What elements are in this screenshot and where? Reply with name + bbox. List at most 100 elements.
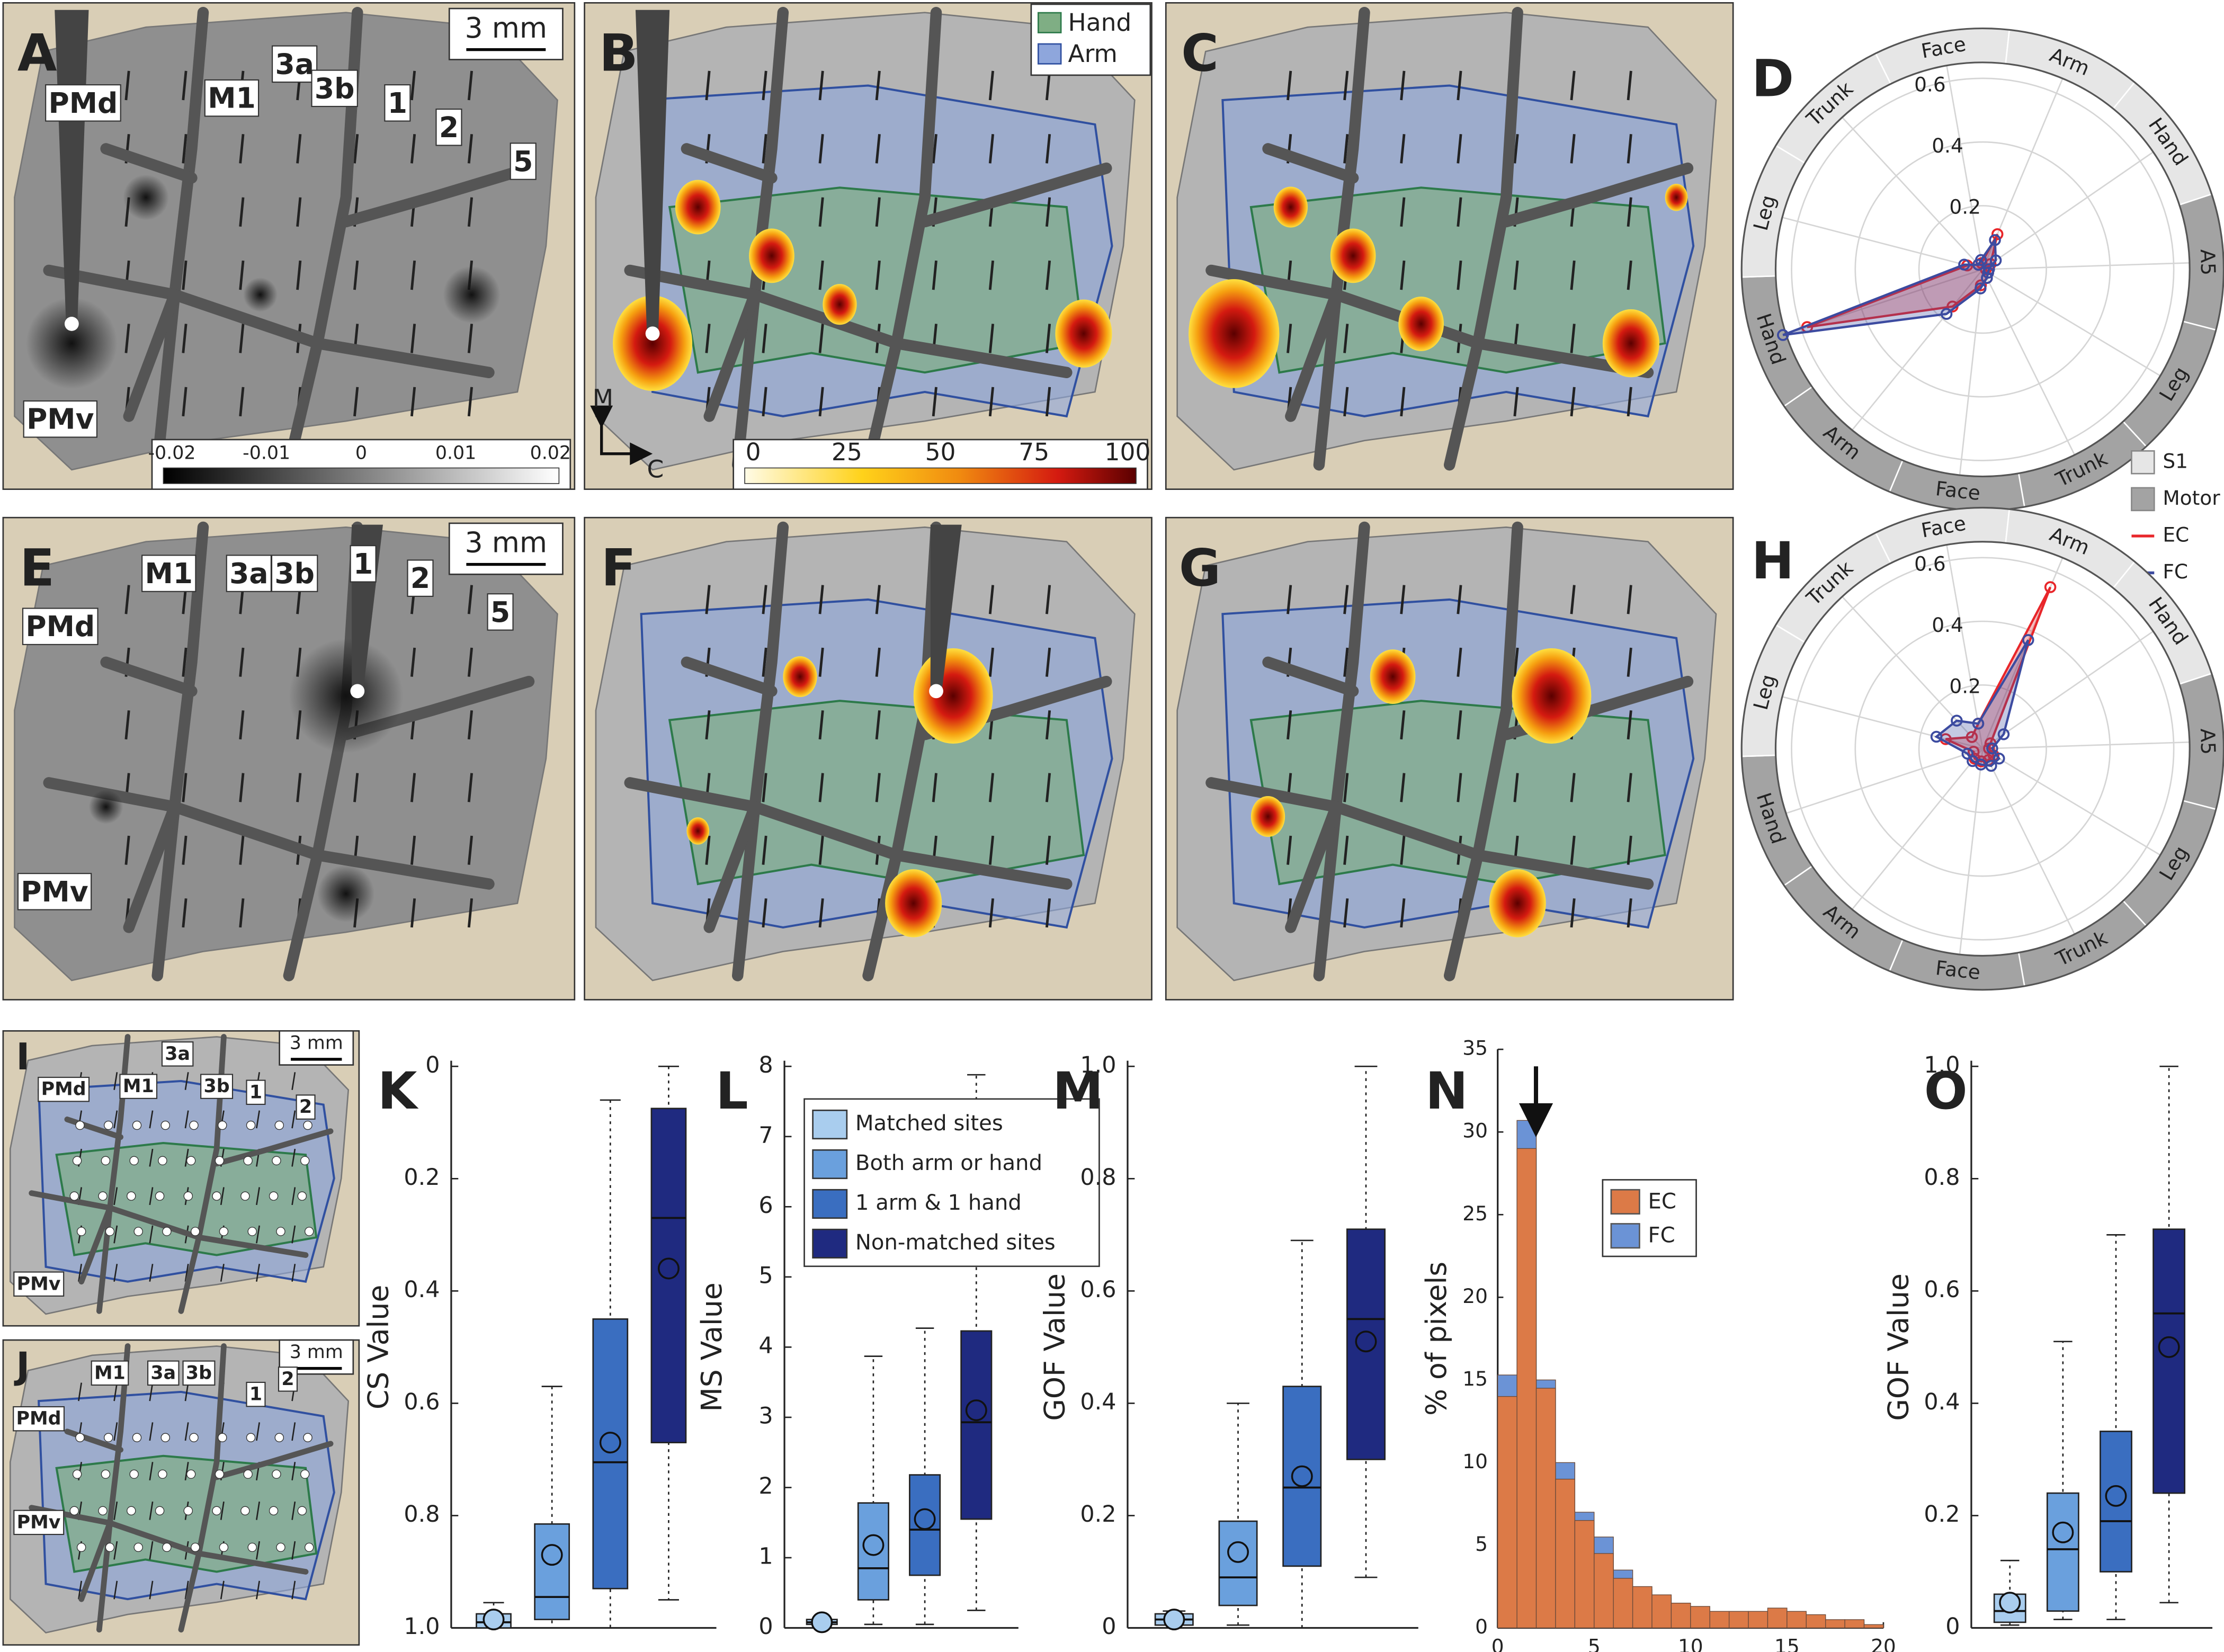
sulcus-mark bbox=[1400, 134, 1406, 164]
activation-spot bbox=[123, 174, 169, 220]
activation-blob bbox=[1512, 648, 1592, 744]
area-label: 1 bbox=[249, 1384, 262, 1405]
panel-label: A bbox=[17, 23, 57, 83]
sulcus-mark bbox=[149, 1187, 154, 1205]
y-tick-label: 0.2 bbox=[404, 1164, 440, 1191]
mean bbox=[2158, 1336, 2180, 1358]
area-label-box bbox=[13, 1271, 65, 1297]
sulcus-mark bbox=[256, 1264, 261, 1282]
sulcus-mark bbox=[1627, 585, 1632, 614]
legend-swatch bbox=[812, 1228, 848, 1259]
area-label-box bbox=[161, 1041, 194, 1067]
grid-circle bbox=[1791, 557, 2175, 941]
r-tick-label: 0.6 bbox=[1914, 552, 1946, 575]
y-tick-label: 0.8 bbox=[1080, 1164, 1116, 1191]
histogram-bar bbox=[1748, 1611, 1769, 1629]
histogram-bar bbox=[1863, 1624, 1884, 1629]
colorbar-label: 50 bbox=[925, 438, 956, 466]
activation-blob bbox=[783, 656, 817, 698]
sulcus-mark bbox=[818, 773, 824, 802]
panel-label: F bbox=[601, 538, 636, 597]
vessel bbox=[624, 264, 1073, 378]
vessel bbox=[681, 143, 778, 184]
box bbox=[2046, 1492, 2079, 1612]
sulcus-mark bbox=[149, 1382, 154, 1401]
site-dot bbox=[305, 1227, 314, 1236]
panel-label: H bbox=[1752, 531, 1794, 591]
colorbar-label: 0 bbox=[746, 438, 761, 466]
sulcus-mark bbox=[113, 1187, 118, 1205]
vessel bbox=[78, 1520, 113, 1602]
site-dot bbox=[240, 1506, 250, 1516]
y-axis-label: MS Value bbox=[695, 1282, 728, 1412]
area-label: 2 bbox=[439, 111, 459, 144]
legend-label: FC bbox=[1648, 1224, 1675, 1248]
spoke bbox=[1959, 269, 1984, 476]
colorbar-label: -0.01 bbox=[243, 443, 290, 464]
sulcus-mark bbox=[762, 585, 767, 614]
sulcus-mark bbox=[182, 387, 187, 417]
area-label-box bbox=[200, 1074, 234, 1099]
area-label-box bbox=[147, 1360, 180, 1386]
site-dot bbox=[243, 1156, 253, 1166]
area-label-box bbox=[435, 109, 462, 146]
area-label: PMd bbox=[25, 610, 95, 643]
y-tick-label: 0.4 bbox=[1924, 1389, 1960, 1415]
activation-blob bbox=[1273, 186, 1308, 228]
site-dot bbox=[98, 1506, 108, 1516]
sulcus-mark bbox=[410, 134, 416, 164]
sulcus-mark bbox=[818, 647, 824, 677]
spoke bbox=[1959, 748, 1984, 955]
sulcus-mark bbox=[875, 710, 881, 740]
activation-blob bbox=[1189, 279, 1280, 388]
box bbox=[1218, 1520, 1258, 1606]
mean bbox=[483, 1609, 505, 1631]
activation-blob bbox=[1330, 228, 1376, 283]
r-tick-label: 0.2 bbox=[1949, 674, 1981, 698]
sulcus-mark bbox=[113, 1541, 118, 1560]
sulcus-mark bbox=[1287, 324, 1292, 353]
panel-label: O bbox=[1924, 1061, 1968, 1121]
spoke bbox=[1782, 217, 1983, 270]
r-tick-label: 0.4 bbox=[1932, 134, 1963, 157]
histogram-bar bbox=[1671, 1603, 1691, 1629]
sulcus-mark bbox=[762, 773, 767, 802]
area-label-box bbox=[23, 400, 98, 438]
sulcus-mark bbox=[291, 1462, 296, 1480]
area-label: 3b bbox=[186, 1362, 212, 1383]
site-dot bbox=[269, 1506, 279, 1516]
sulcus-mark bbox=[705, 585, 711, 614]
activation-spot bbox=[289, 639, 404, 753]
y-tick-label: 0.8 bbox=[404, 1501, 440, 1528]
histogram-bar bbox=[1690, 1606, 1710, 1629]
series-point bbox=[1989, 234, 2001, 246]
sulcus-mark bbox=[1400, 70, 1406, 101]
panel-label: N bbox=[1425, 1061, 1468, 1121]
sulcus-mark bbox=[1570, 387, 1576, 417]
sulcus-mark bbox=[296, 773, 302, 802]
sulcus-mark bbox=[988, 387, 995, 417]
site-dot bbox=[183, 1506, 193, 1516]
sulcus-mark bbox=[705, 70, 711, 101]
sulcus-mark bbox=[467, 898, 474, 928]
outer-ring bbox=[1740, 506, 2224, 991]
sulcus-mark bbox=[184, 1148, 189, 1167]
sulcus-mark bbox=[1287, 585, 1292, 614]
site-dot bbox=[300, 1156, 310, 1166]
sulcus-mark bbox=[410, 70, 416, 101]
site-dot bbox=[158, 1156, 167, 1166]
sulcus-mark bbox=[113, 1422, 118, 1441]
site-dot bbox=[272, 1156, 281, 1166]
grid-circle bbox=[1918, 205, 2047, 334]
mean bbox=[914, 1508, 936, 1530]
sulcus-mark bbox=[467, 647, 474, 677]
sulcus-mark bbox=[1627, 710, 1632, 740]
mean bbox=[657, 1257, 680, 1280]
vessel bbox=[1313, 7, 1370, 471]
site-dot bbox=[98, 1191, 108, 1201]
site-dot bbox=[212, 1506, 221, 1516]
sulcus-mark bbox=[1400, 387, 1406, 417]
spoke bbox=[1982, 269, 2161, 377]
site-dot bbox=[160, 1433, 170, 1442]
y-tick-label: 30 bbox=[1462, 1119, 1488, 1142]
